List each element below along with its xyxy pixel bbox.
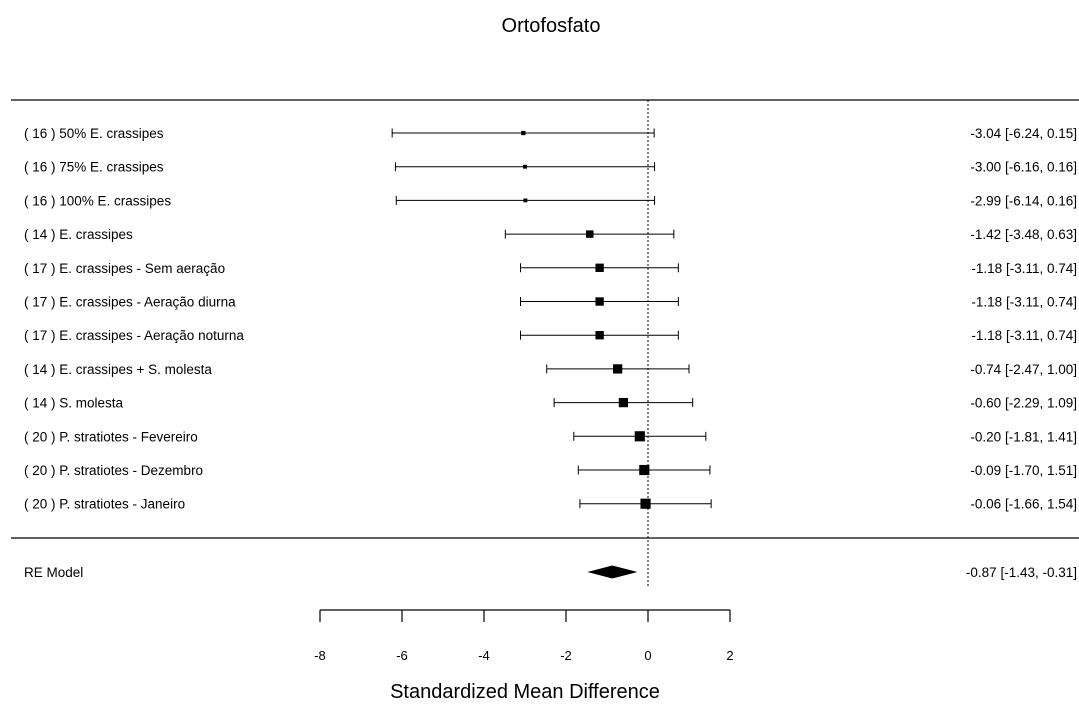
study-label: ( 14 ) E. crassipes	[24, 227, 133, 242]
chart-title: Ortofosfato	[502, 15, 601, 37]
study-row: ( 14 ) E. crassipes + S. molesta -0.74 [-…	[24, 362, 1077, 377]
point-estimate	[523, 198, 528, 203]
study-row: ( 16 ) 50% E. crassipes -3.04 [-6.24, 0.1…	[24, 126, 1077, 141]
x-axis: -8 -6 -4 -2 0 2	[314, 609, 734, 663]
point-estimate	[586, 230, 594, 238]
ci-text: -3.00 [-6.16, 0.16]	[970, 160, 1077, 175]
x-tick-label: -6	[396, 648, 408, 663]
ci-text: -0.74 [-2.47, 1.00]	[970, 362, 1077, 377]
study-row: ( 17 ) E. crassipes - Aeração diurna -1.1…	[24, 295, 1077, 310]
x-tick-label: 2	[726, 648, 733, 663]
ci-text: -1.18 [-3.11, 0.74]	[971, 328, 1077, 343]
point-estimate	[521, 130, 526, 136]
study-label: ( 16 ) 100% E. crassipes	[24, 193, 171, 208]
study-label: ( 20 ) P. stratiotes - Janeiro	[24, 497, 185, 512]
point-estimate	[595, 297, 604, 306]
point-estimate	[523, 164, 527, 169]
study-label: ( 17 ) E. crassipes - Aeração noturna	[24, 328, 244, 343]
study-rows: ( 16 ) 50% E. crassipes -3.04 [-6.24, 0.1…	[24, 126, 1077, 512]
x-tick-label: -2	[560, 648, 572, 663]
study-row: ( 14 ) S. molesta -0.60 [-2.29, 1.09]	[24, 396, 1077, 411]
study-row: ( 17 ) E. crassipes - Sem aeração -1.18 […	[24, 261, 1077, 276]
summary-row: RE Model -0.87 [-1.43, -0.31]	[24, 565, 1077, 580]
point-estimate	[595, 331, 604, 340]
study-row: ( 20 ) P. stratiotes - Fevereiro -0.20 [-…	[24, 429, 1077, 444]
ci-text: -3.04 [-6.24, 0.15]	[970, 126, 1077, 141]
study-row: ( 17 ) E. crassipes - Aeração noturna -1.…	[24, 328, 1077, 343]
point-estimate	[640, 498, 651, 509]
study-row: ( 16 ) 75% E. crassipes -3.00 [-6.16, 0.1…	[24, 160, 1077, 175]
study-row: ( 20 ) P. stratiotes - Dezembro -0.09 [-1…	[24, 463, 1077, 478]
study-label: ( 16 ) 75% E. crassipes	[24, 160, 164, 175]
study-row: ( 20 ) P. stratiotes - Janeiro -0.06 [-1.…	[24, 497, 1077, 512]
ci-text: -1.42 [-3.48, 0.63]	[970, 227, 1077, 242]
ci-text: -0.20 [-1.81, 1.41]	[970, 429, 1077, 444]
point-estimate	[613, 364, 623, 374]
point-estimate	[595, 263, 604, 272]
ci-text: -2.99 [-6.14, 0.16]	[970, 193, 1077, 208]
ci-text: -0.09 [-1.70, 1.51]	[970, 463, 1077, 478]
ci-text: -1.18 [-3.11, 0.74]	[971, 261, 1077, 276]
point-estimate	[639, 464, 650, 476]
ci-text: -0.06 [-1.66, 1.54]	[970, 497, 1077, 512]
x-tick-label: -4	[478, 648, 490, 663]
study-row: ( 14 ) E. crassipes -1.42 [-3.48, 0.63]	[24, 227, 1077, 242]
summary-label: RE Model	[24, 565, 83, 580]
summary-ci-text: -0.87 [-1.43, -0.31]	[966, 565, 1077, 580]
study-label: ( 20 ) P. stratiotes - Dezembro	[24, 463, 203, 478]
study-label: ( 17 ) E. crassipes - Aeração diurna	[24, 295, 236, 310]
ci-text: -0.60 [-2.29, 1.09]	[970, 396, 1077, 411]
summary-diamond	[587, 565, 638, 579]
study-label: ( 14 ) E. crassipes + S. molesta	[24, 362, 212, 377]
study-label: ( 17 ) E. crassipes - Sem aeração	[24, 261, 225, 276]
study-label: ( 20 ) P. stratiotes - Fevereiro	[24, 429, 198, 444]
x-axis-label: Standardized Mean Difference	[390, 681, 660, 703]
ci-text: -1.18 [-3.11, 0.74]	[971, 295, 1077, 310]
x-tick-label: -8	[314, 648, 326, 663]
study-label: ( 16 ) 50% E. crassipes	[24, 126, 164, 141]
study-label: ( 14 ) S. molesta	[24, 396, 124, 411]
x-tick-label: 0	[644, 648, 651, 663]
point-estimate	[618, 397, 629, 408]
study-row: ( 16 ) 100% E. crassipes -2.99 [-6.14, 0.…	[24, 193, 1077, 208]
point-estimate	[634, 431, 645, 442]
